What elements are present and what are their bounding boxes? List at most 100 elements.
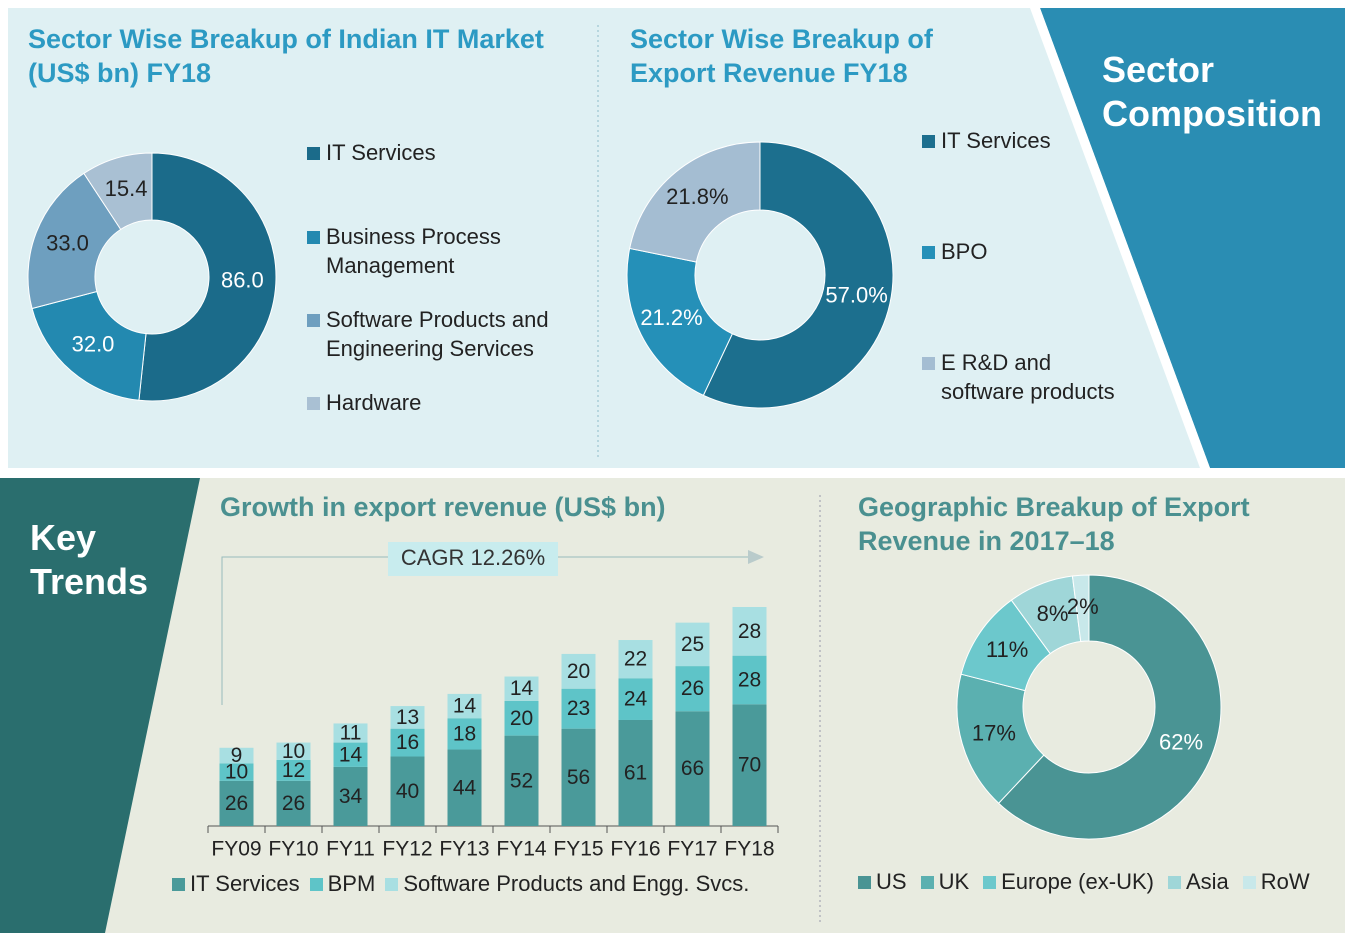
chart-title: Sector Wise Breakup of Indian IT Market … <box>28 24 544 88</box>
bar-segment <box>561 653 596 689</box>
legend-item: Asia <box>1167 869 1229 895</box>
legend-item: IT Services <box>922 126 1137 155</box>
data-label: 14 <box>339 743 363 766</box>
legend-label: IT Services <box>190 871 300 896</box>
legend-item: Software Products and Engg. Svcs. <box>385 871 749 897</box>
data-label: 86.0 <box>221 268 264 293</box>
bar-segment <box>675 711 710 826</box>
bar-segment <box>732 607 767 656</box>
legend-label: Software Products and Engineering Servic… <box>326 307 549 361</box>
donut-segment <box>1071 574 1090 643</box>
data-label: 28 <box>738 620 761 643</box>
bar-segment <box>390 706 425 729</box>
bar-segment <box>390 728 425 757</box>
data-label: 17% <box>972 720 1016 745</box>
legend: IT Services BPM Software Products and Engg… <box>172 871 749 897</box>
bar-segment <box>219 747 254 764</box>
legend-swatch <box>858 875 871 889</box>
cagr-label: CAGR 12.26% <box>401 545 545 570</box>
x-tick-label: FY17 <box>667 838 717 861</box>
legend-label: IT Services <box>326 140 436 165</box>
legend-item: RoW <box>1242 869 1310 895</box>
data-label: 11% <box>986 637 1028 662</box>
legend-swatch <box>309 877 323 891</box>
legend-swatch <box>307 314 320 327</box>
data-label: 21.8% <box>666 184 728 209</box>
data-label: 26 <box>282 792 305 815</box>
section-label: Sector Composition <box>1102 49 1322 134</box>
bar-segment <box>276 742 311 760</box>
chart-title: Geographic Breakup of Export Revenue in … <box>858 492 1250 556</box>
x-tick-label: FY11 <box>326 838 375 861</box>
data-label: 14 <box>510 677 534 700</box>
data-label: 8% <box>1037 601 1069 626</box>
data-label: 21.2% <box>640 305 702 330</box>
data-label: 25 <box>681 633 704 656</box>
legend-label: Asia <box>1185 869 1229 894</box>
data-label: 34 <box>339 785 363 808</box>
chart-title: Growth in export revenue (US$ bn) <box>220 492 666 522</box>
legend-item: Europe (ex-UK) <box>983 869 1154 895</box>
cagr-arrow <box>221 556 752 705</box>
legend-item: Software Products and Engineering Servic… <box>307 305 577 363</box>
arrow-head <box>748 550 764 564</box>
bar-segment <box>618 640 653 679</box>
legend-swatch <box>307 147 320 160</box>
bar-segment <box>561 688 596 729</box>
data-label: 12 <box>282 759 305 782</box>
data-label: 11 <box>340 722 362 745</box>
donut-segment <box>997 574 1222 840</box>
legend-swatch <box>1167 875 1181 889</box>
bar-segment <box>333 723 368 743</box>
donut-segment <box>27 172 122 310</box>
legend-item: US <box>858 869 907 895</box>
legend-label: E R&D and software products <box>941 350 1115 404</box>
legend-item: Hardware <box>307 388 577 417</box>
legend-item: UK <box>920 869 969 895</box>
donut-segment <box>626 247 733 397</box>
chart-title: Sector Wise Breakup of Export Revenue FY… <box>630 24 933 88</box>
sector-band <box>1040 8 1345 468</box>
data-label: 9 <box>231 744 243 767</box>
bar-segment <box>447 718 482 750</box>
donut-segment <box>629 141 761 263</box>
legend-label: BPO <box>941 239 988 264</box>
data-label: 66 <box>681 757 704 780</box>
trends-band <box>0 478 200 933</box>
legend-item: BPM <box>309 871 375 897</box>
donut-segment <box>702 141 894 409</box>
data-label: 28 <box>738 669 761 692</box>
bar-segment <box>219 763 254 781</box>
x-tick-label: FY10 <box>268 838 318 861</box>
bar-segment <box>276 780 311 826</box>
bar-segment <box>618 719 653 826</box>
section-label: Key Trends <box>30 517 149 602</box>
x-tick-label: FY13 <box>439 838 489 861</box>
legend-label: Business Process Management <box>326 224 501 278</box>
bar-segment <box>447 749 482 826</box>
data-label: 14 <box>453 695 477 718</box>
bar-segment <box>333 766 368 826</box>
legend-swatch <box>983 875 997 889</box>
legend-swatch <box>922 135 935 148</box>
donut-segment <box>83 152 153 231</box>
bar-segment <box>447 693 482 719</box>
bar-segment <box>732 704 767 826</box>
legend-swatch <box>307 231 320 244</box>
legend-label: US <box>876 869 907 894</box>
data-label: 62% <box>1159 729 1203 754</box>
legend-label: RoW <box>1260 869 1310 894</box>
data-label: 20 <box>567 660 590 683</box>
bar-segment <box>504 676 539 701</box>
legend-swatch <box>922 357 935 370</box>
x-tick-label: FY12 <box>382 838 432 861</box>
legend-swatch <box>172 877 185 891</box>
data-label: 33.0 <box>46 230 89 255</box>
bar-segment <box>276 759 311 781</box>
data-label: 52 <box>510 769 533 792</box>
bar-segment <box>561 728 596 826</box>
bar-segment <box>504 700 539 736</box>
data-label: 10 <box>282 740 305 763</box>
